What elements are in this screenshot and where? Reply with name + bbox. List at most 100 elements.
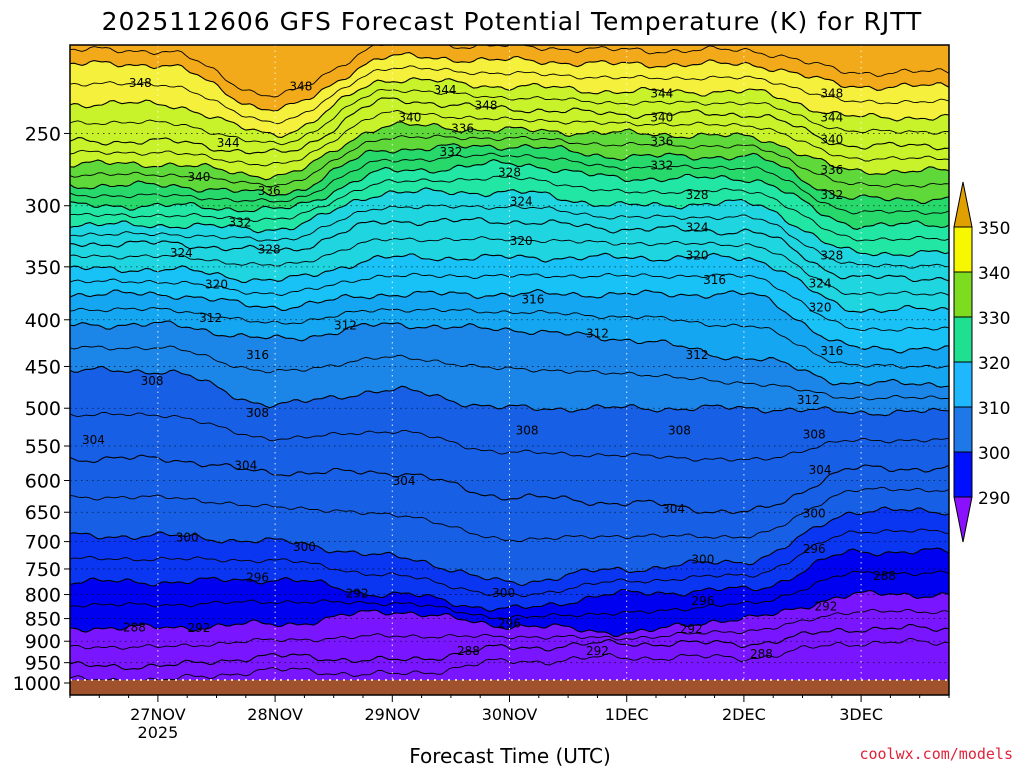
band-fill (70, 45, 949, 97)
contour-line (70, 65, 949, 125)
contour-label: 300 (492, 586, 515, 600)
contour-label: 316 (820, 344, 843, 358)
plot-area: 348 348 344 348 344 348 344 340 336 340 340 344 332 3… (70, 45, 949, 695)
contour-label: 344 (820, 110, 843, 124)
contour-line (70, 52, 949, 112)
contour-line (70, 528, 949, 597)
y-tick-label: 300 (25, 196, 61, 218)
colorbar-segment (953, 451, 973, 498)
contour-line (70, 134, 949, 188)
contour-label: 320 (809, 301, 832, 315)
contour-line (70, 320, 949, 388)
contour-label: 344 (217, 136, 240, 150)
x-tick-label: 29NOV (365, 705, 421, 724)
colorbar: 350 340 330 320 310 300 290 (953, 181, 1010, 543)
colorbar-top-triangle (953, 181, 973, 228)
contour-line (70, 623, 949, 671)
contour-label: 344 (434, 83, 457, 97)
y-tick-label: 600 (25, 471, 61, 493)
colorbar-segment (953, 271, 973, 318)
contour-line (70, 637, 949, 685)
contour-label: 336 (820, 163, 843, 177)
contour-label: 308 (668, 424, 691, 438)
contour-label: 304 (662, 502, 685, 516)
y-tick-label: 500 (25, 398, 61, 420)
contour-line (70, 454, 949, 515)
colorbar-label: 300 (978, 444, 1010, 464)
contour-label: 320 (686, 248, 709, 262)
contour-line (70, 365, 949, 417)
contour-label: 312 (686, 348, 709, 362)
contour-label: 336 (451, 122, 474, 136)
contour-line (70, 121, 949, 181)
contour-label: 300 (293, 540, 316, 554)
contour-label: 304 (393, 474, 416, 488)
contour-label: 340 (187, 170, 210, 184)
x-tick-sublabel: 2025 (138, 723, 179, 742)
contour-label: 308 (516, 424, 539, 438)
contour-label: 324 (510, 195, 533, 209)
contour-label: 324 (809, 276, 832, 290)
contour-label: 304 (809, 463, 832, 477)
y-tick-label: 250 (25, 123, 61, 145)
contour-label: 332 (820, 188, 843, 202)
y-axis: 2503003504004505005506006507007508008509… (13, 123, 70, 695)
y-tick-label: 550 (25, 436, 61, 458)
contour-label: 296 (691, 594, 714, 608)
contour-label: 296 (246, 570, 269, 584)
contour-label: 300 (803, 506, 826, 520)
y-tick-label: 700 (25, 532, 61, 554)
colorbar-label: 350 (978, 219, 1010, 239)
x-tick-label: 2DEC (722, 705, 766, 724)
contour-label: 332 (439, 145, 462, 159)
contour-label: 348 (820, 86, 843, 100)
contour-line (70, 88, 949, 146)
contour-label: 296 (498, 617, 521, 631)
contour-line (70, 236, 949, 296)
contour-label: 300 (176, 531, 199, 545)
contour-label: 292 (586, 644, 609, 658)
x-tick-label: 1DEC (605, 705, 649, 724)
contour-label: 292 (814, 599, 837, 613)
y-tick-label: 400 (25, 310, 61, 332)
contour-line (70, 204, 949, 269)
y-tick-label: 800 (25, 585, 61, 607)
x-axis-label: Forecast Time (UTC) (409, 744, 611, 768)
contour-label: 348 (475, 99, 498, 113)
x-tick-label: 27NOV (130, 705, 186, 724)
colorbar-label: 320 (978, 354, 1010, 374)
contour-label: 328 (258, 242, 281, 256)
contour-label: 340 (820, 133, 843, 147)
watermark: coolwx.com/models (859, 745, 1013, 763)
contour-label: 292 (187, 621, 210, 635)
contour-label: 328 (686, 188, 709, 202)
contour-label: 312 (199, 311, 222, 325)
contour-label: 348 (289, 79, 312, 93)
ground-fill (70, 680, 949, 695)
contour-label: 312 (797, 393, 820, 407)
contour-line (70, 345, 949, 401)
y-tick-label: 850 (25, 609, 61, 631)
contour-label: 312 (334, 319, 357, 333)
ground-strip (70, 679, 949, 695)
contour-line (70, 159, 949, 230)
contour-line (70, 175, 949, 242)
y-tick-label: 750 (25, 559, 61, 581)
contour-line (70, 506, 949, 587)
colorbar-segment (953, 361, 973, 408)
contour-line (70, 143, 949, 204)
contour-label: 308 (141, 374, 164, 388)
colorbar-bottom-triangle (953, 496, 973, 543)
contour-line (70, 187, 949, 257)
contour-label: 304 (234, 459, 257, 473)
contour-label: 308 (803, 427, 826, 441)
contour-labels: 348 348 344 348 344 348 344 340 336 340 340 344 332 3… (82, 76, 896, 661)
colorbar-segment (953, 406, 973, 453)
y-tick-label: 1000 (13, 673, 61, 695)
contour-label: 288 (750, 647, 773, 661)
contour-line (70, 252, 949, 313)
contour-label: 324 (170, 246, 193, 260)
contour-label: 292 (346, 587, 369, 601)
contour-label: 332 (650, 158, 673, 172)
